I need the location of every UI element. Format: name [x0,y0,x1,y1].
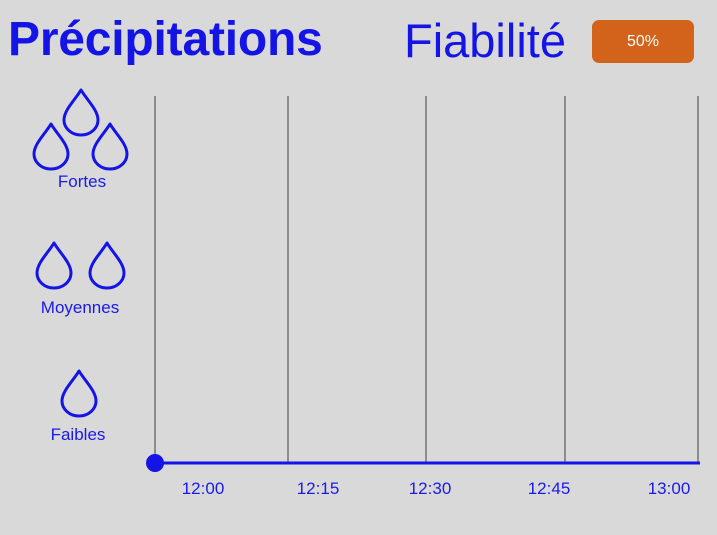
intensity-label-fortes: Fortes [57,172,107,191]
reliability-badge: 50% [592,20,694,63]
raindrop-icon [91,122,129,171]
page-title: Précipitations [8,13,323,66]
intensity-label-faibles: Faibles [50,425,106,444]
time-tick-label: 12:45 [527,479,571,498]
time-tick-label: 13:00 [647,479,691,498]
time-tick-label: 12:30 [408,479,452,498]
intensity-icons [32,88,129,418]
intensity-label-moyennes: Moyennes [40,298,120,317]
raindrop-icon [60,369,98,418]
data-points [146,454,164,472]
time-tick-label: 12:15 [296,479,340,498]
time-tick-label: 12:00 [181,479,225,498]
reliability-label: Fiabilité [404,14,566,67]
raindrop-icon [62,88,100,137]
raindrop-icon [35,241,73,290]
data-point [146,454,164,472]
raindrop-icon [32,122,70,171]
gridlines [154,96,699,463]
raindrop-icon [88,241,126,290]
